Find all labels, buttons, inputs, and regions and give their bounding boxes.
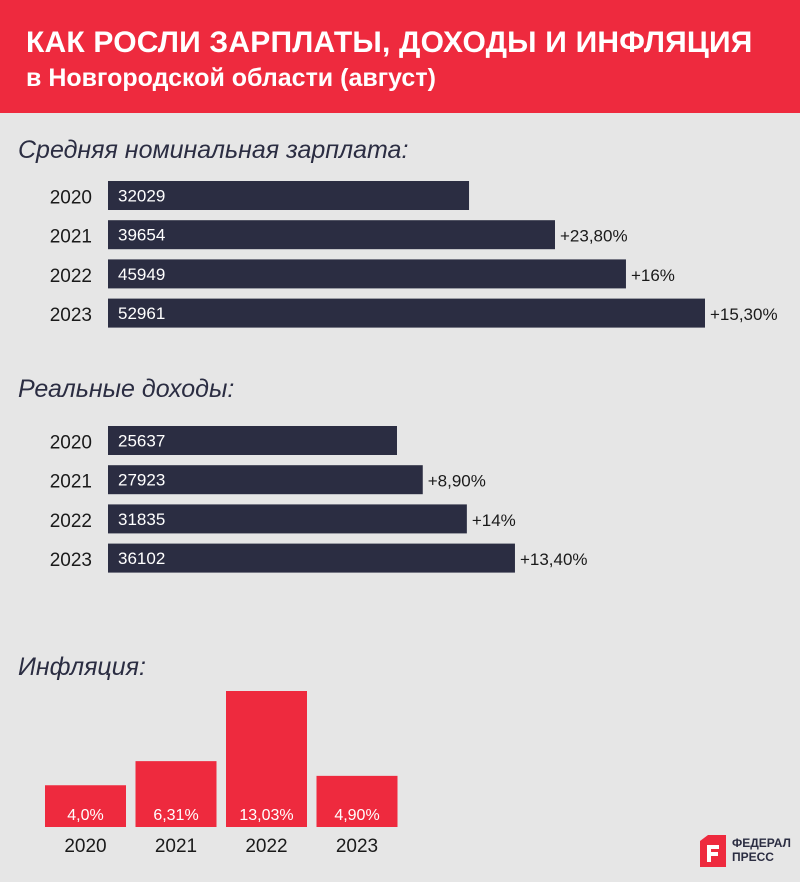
salary-bar — [108, 259, 626, 289]
salary-change-label: +16% — [631, 266, 675, 285]
salary-year-label: 2020 — [50, 188, 92, 209]
income-value-label: 36102 — [118, 549, 165, 568]
salary-year-label: 2021 — [50, 227, 92, 248]
income-bar — [108, 543, 515, 573]
salary-year-label: 2023 — [50, 305, 92, 326]
salary-change-label: +23,80% — [560, 227, 628, 246]
inflation-value-label: 6,31% — [153, 807, 198, 824]
income-chart: 2020 25637 2021 27923 +8,90% 2022 31835 +14% 202… — [50, 426, 588, 573]
inflation-year-label: 2023 — [336, 836, 378, 857]
salary-bar — [108, 220, 555, 250]
income-year-label: 2022 — [50, 511, 92, 532]
page-subtitle: в Новгородской области (август) — [26, 64, 436, 92]
inflation-year-label: 2022 — [245, 836, 287, 857]
income-change-label: +8,90% — [428, 472, 486, 491]
salary-value-label: 45949 — [118, 265, 165, 284]
inflation-year-label: 2021 — [155, 836, 197, 857]
brand-line-2: ПРЕСС — [732, 850, 774, 864]
salary-bar — [108, 298, 705, 328]
salary-value-label: 52961 — [118, 304, 165, 323]
federalpress-logo-text: ФЕДЕРАЛ ПРЕСС — [732, 836, 791, 864]
income-year-label: 2021 — [50, 472, 92, 493]
income-bar — [108, 504, 467, 534]
salary-chart: 2020 32029 2021 39654 +23,80% 2022 45949 +16% 20… — [50, 181, 778, 328]
inflation-value-label: 4,90% — [334, 807, 379, 824]
salary-year-label: 2022 — [50, 266, 92, 287]
inflation-chart: 4,0% 2020 6,31% 2021 13,03% 2022 4,90% 2023 — [45, 691, 398, 857]
salary-section-title: Средняя номинальная зарплата: — [18, 136, 409, 164]
salary-change-label: +15,30% — [710, 305, 778, 324]
income-change-label: +14% — [472, 511, 516, 530]
income-year-label: 2020 — [50, 433, 92, 454]
income-value-label: 31835 — [118, 510, 165, 529]
income-section-title: Реальные доходы: — [18, 375, 235, 403]
page-title: КАК РОСЛИ ЗАРПЛАТЫ, ДОХОДЫ И ИНФЛЯЦИЯ — [26, 26, 753, 59]
inflation-bar — [316, 775, 398, 827]
salary-value-label: 32029 — [118, 187, 165, 206]
inflation-value-label: 4,0% — [67, 807, 103, 824]
income-year-label: 2023 — [50, 550, 92, 571]
inflation-value-label: 13,03% — [239, 807, 293, 824]
income-bar — [108, 465, 423, 495]
inflation-year-label: 2020 — [64, 836, 106, 857]
income-bar — [108, 426, 397, 455]
federalpress-logo: ФЕДЕРАЛ ПРЕСС — [700, 835, 791, 869]
inflation-bar — [45, 785, 126, 827]
inflation-bar — [135, 761, 217, 827]
brand-line-1: ФЕДЕРАЛ — [732, 836, 791, 850]
inflation-section-title: Инфляция: — [18, 653, 146, 681]
income-value-label: 27923 — [118, 471, 165, 490]
income-value-label: 25637 — [118, 432, 165, 451]
header-banner: КАК РОСЛИ ЗАРПЛАТЫ, ДОХОДЫ И ИНФЛЯЦИЯ в … — [0, 0, 800, 113]
income-change-label: +13,40% — [520, 550, 588, 569]
inflation-bar — [226, 691, 307, 827]
salary-value-label: 39654 — [118, 226, 165, 245]
salary-bar — [108, 181, 470, 210]
federalpress-logo-icon — [700, 835, 726, 867]
